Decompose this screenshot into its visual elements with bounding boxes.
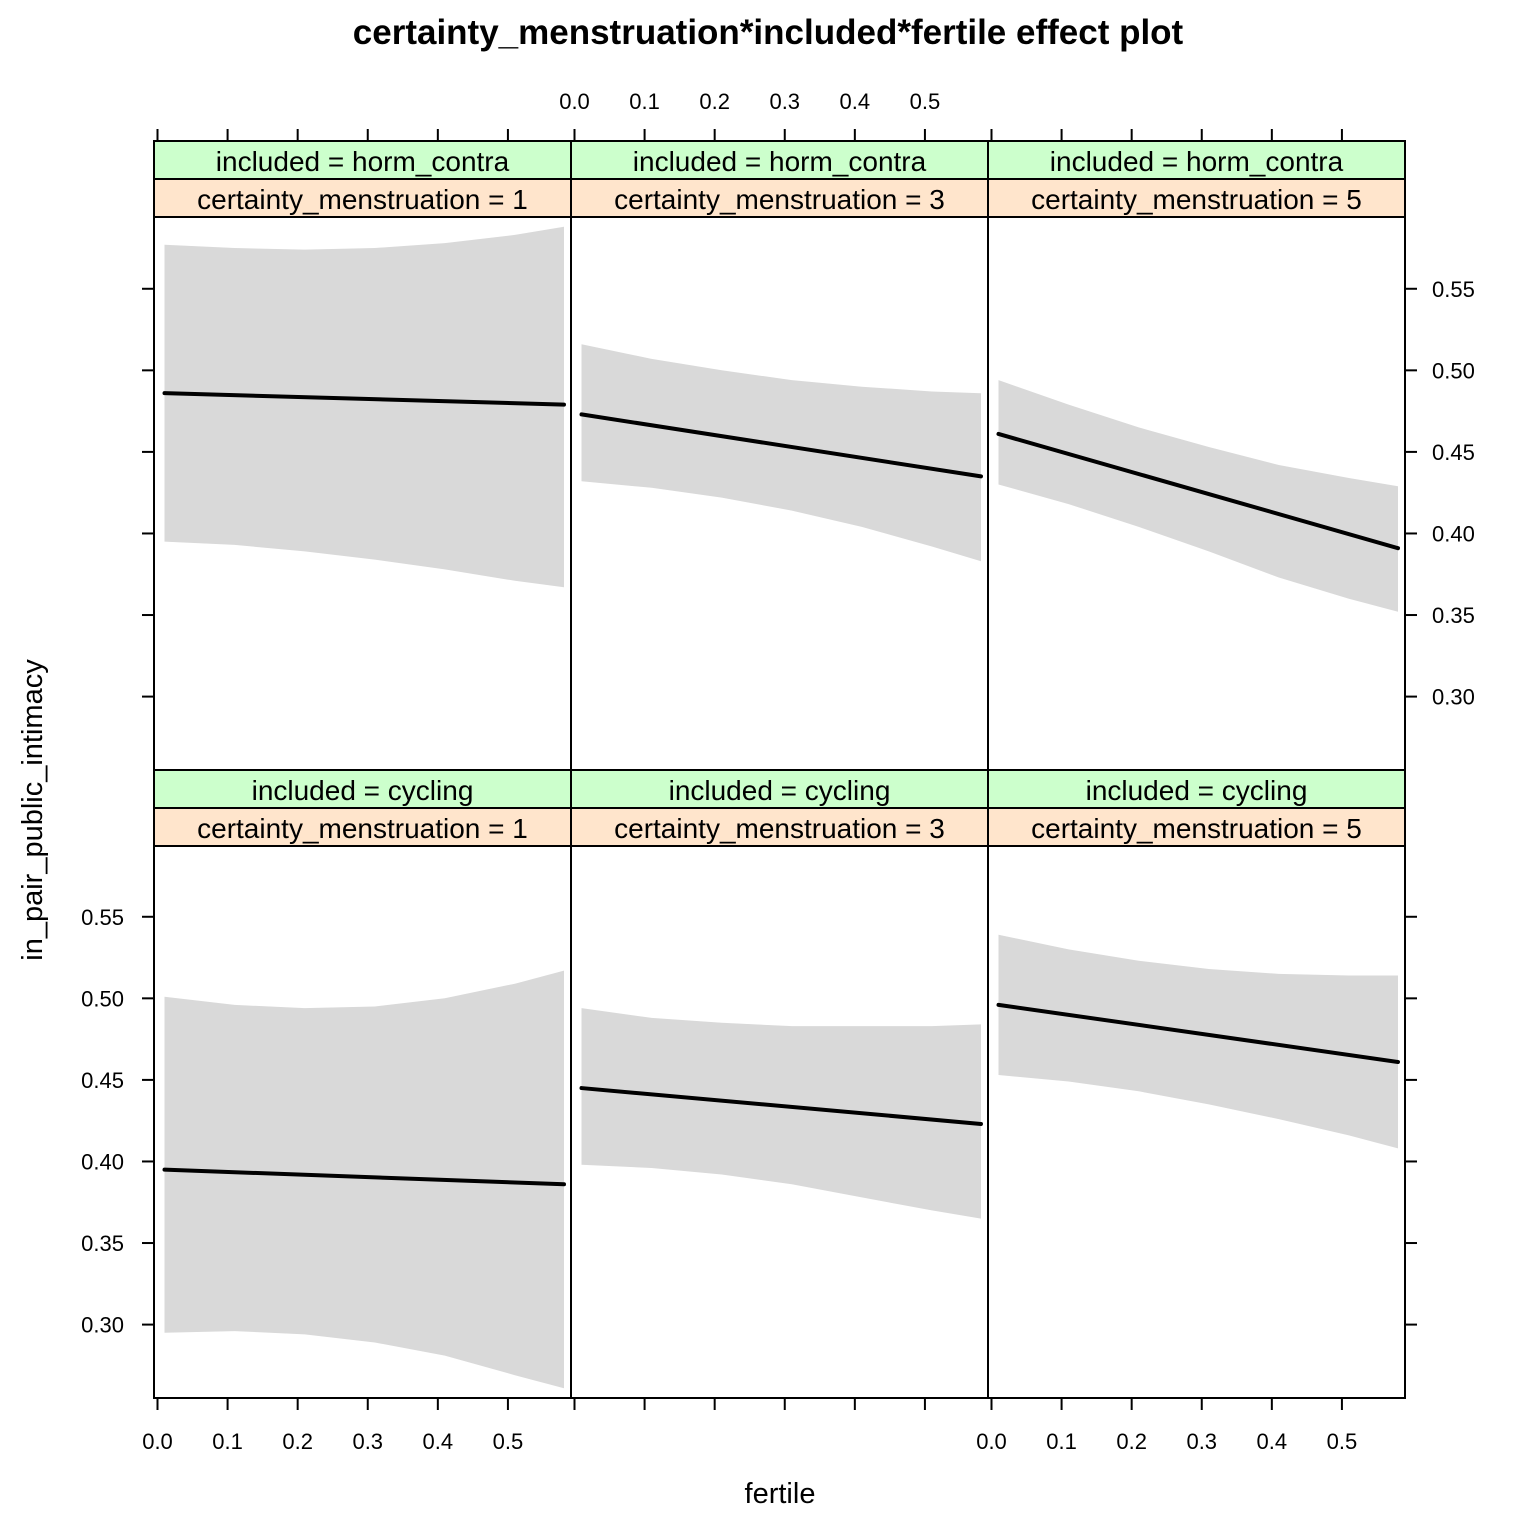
y-tick-label-left: 0.45 <box>81 1068 124 1093</box>
panel-4: included = cycling certainty_menstruation… <box>153 769 572 1399</box>
strip-certainty-label: certainty_menstruation = 5 <box>1031 184 1362 215</box>
fit-line <box>579 412 983 479</box>
strip-included <box>987 140 1406 180</box>
y-tick-label-right: 0.50 <box>1432 358 1475 383</box>
confidence-band <box>998 380 1398 612</box>
y-tick-label-left: 0.40 <box>81 1149 124 1174</box>
confidence-band <box>581 344 981 562</box>
strip-included <box>570 769 989 809</box>
y-tick-label-right: 0.55 <box>1432 277 1475 302</box>
x-tick-label-top: 0.3 <box>769 89 800 114</box>
panel-2: included = horm_contra certainty_menstrua… <box>570 140 989 771</box>
y-tick-label-left: 0.55 <box>81 905 124 930</box>
strip-certainty <box>570 178 989 218</box>
strip-certainty-label: certainty_menstruation = 1 <box>197 813 528 844</box>
fit-line <box>162 391 566 407</box>
strip-included <box>153 769 572 809</box>
x-tick-label: 0.5 <box>493 1429 524 1454</box>
y-tick-label-left: 0.35 <box>81 1231 124 1256</box>
x-tick-label: 0.5 <box>1327 1429 1358 1454</box>
axes-group: 0.0 0.1 0.2 0.3 0.4 0.5 0.0 0.1 0.2 0.3 0.4 0.5 0.0 0… <box>81 89 1475 1454</box>
x-tick-label: 0.0 <box>142 1429 173 1454</box>
strip-included-label: included = cycling <box>669 775 891 806</box>
confidence-band <box>581 1008 981 1219</box>
strip-certainty <box>153 807 572 847</box>
strip-certainty-label: certainty_menstruation = 3 <box>614 184 945 215</box>
panel-3: included = horm_contra certainty_menstrua… <box>987 140 1406 771</box>
x-tick-label: 0.4 <box>423 1429 454 1454</box>
x-tick-label: 0.1 <box>1046 1429 1077 1454</box>
x-tick-label: 0.1 <box>212 1429 243 1454</box>
panel-1: included = horm_contra certainty_menstrua… <box>153 140 572 771</box>
x-tick-label: 0.3 <box>352 1429 383 1454</box>
x-axis-label: fertile <box>745 1478 816 1510</box>
x-tick-label: 0.2 <box>1116 1429 1147 1454</box>
y-tick-label-right: 0.30 <box>1432 685 1475 710</box>
confidence-band <box>164 970 564 1389</box>
fit-line <box>996 1002 1400 1064</box>
strip-included-label: included = horm_contra <box>633 146 927 177</box>
strip-certainty-label: certainty_menstruation = 1 <box>197 184 528 215</box>
strip-certainty <box>153 178 572 218</box>
strip-included-label: included = cycling <box>1086 775 1308 806</box>
strip-certainty <box>987 807 1406 847</box>
x-tick-label-top: 0.0 <box>559 89 590 114</box>
strip-included <box>570 140 989 180</box>
strip-included-label: included = horm_contra <box>216 146 510 177</box>
strip-included-label: included = cycling <box>252 775 474 806</box>
y-tick-label-right: 0.40 <box>1432 521 1475 546</box>
fit-line <box>162 1167 566 1187</box>
fit-line <box>579 1086 983 1126</box>
panels-group: included = horm_contra certainty_menstrua… <box>153 140 1406 1399</box>
x-tick-label-top: 0.5 <box>910 89 941 114</box>
x-tick-label: 0.4 <box>1257 1429 1288 1454</box>
confidence-band <box>998 934 1398 1149</box>
strip-certainty-label: certainty_menstruation = 3 <box>614 813 945 844</box>
x-tick-label-top: 0.1 <box>629 89 660 114</box>
y-tick-label-left: 0.30 <box>81 1313 124 1338</box>
fit-line <box>996 431 1400 551</box>
x-tick-label-top: 0.2 <box>699 89 730 114</box>
panel-6: included = cycling certainty_menstruation… <box>987 769 1406 1399</box>
chart-title: certainty_menstruation*included*fertile … <box>353 13 1184 52</box>
panel-5: included = cycling certainty_menstruation… <box>570 769 989 1399</box>
y-axis-label: in_pair_public_intimacy <box>17 659 49 961</box>
strip-certainty <box>987 178 1406 218</box>
x-tick-label: 0.3 <box>1186 1429 1217 1454</box>
x-tick-label: 0.0 <box>976 1429 1007 1454</box>
strip-included-label: included = horm_contra <box>1050 146 1344 177</box>
y-tick-label-right: 0.45 <box>1432 440 1475 465</box>
confidence-band <box>164 226 564 588</box>
outer-frame <box>153 140 1406 1399</box>
y-tick-label-left: 0.50 <box>81 986 124 1011</box>
x-tick-label-top: 0.4 <box>840 89 871 114</box>
x-tick-label: 0.2 <box>282 1429 313 1454</box>
strip-certainty-label: certainty_menstruation = 5 <box>1031 813 1362 844</box>
y-tick-label-right: 0.35 <box>1432 603 1475 628</box>
